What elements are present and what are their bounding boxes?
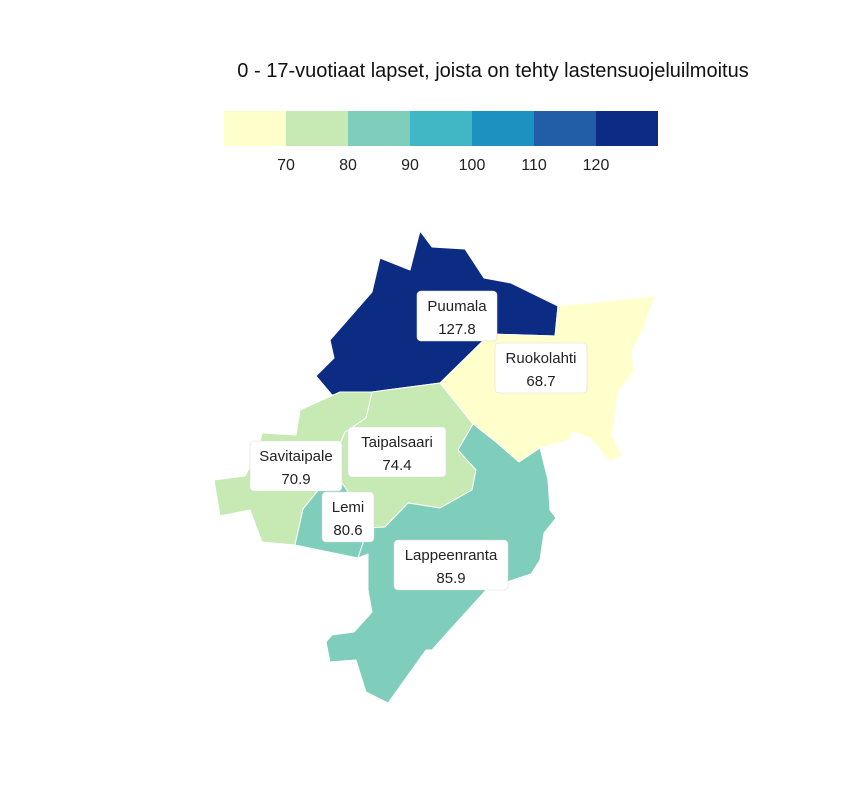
legend-swatch	[286, 111, 348, 146]
labels-layer: Puumala 127.8 Ruokolahti 68.7 Taipalsaari 74.…	[249, 290, 588, 591]
region-value: 85.9	[436, 570, 465, 587]
region-value: 80.6	[333, 522, 362, 539]
region-name: Puumala	[427, 298, 487, 315]
region-name: Lappeenranta	[405, 547, 498, 564]
label-box	[416, 290, 498, 342]
region-name: Savitaipale	[259, 448, 332, 465]
legend-tick-label: 80	[339, 157, 357, 174]
region-name: Taipalsaari	[361, 434, 433, 451]
label-box	[249, 440, 343, 492]
legend-swatch	[596, 111, 658, 146]
region-label-lemi: Lemi 80.6	[321, 491, 375, 543]
label-box	[494, 342, 588, 394]
map-title: 0 - 17-vuotiaat lapset, joista on tehty …	[237, 60, 748, 82]
label-box	[321, 491, 375, 543]
legend-tick-label: 70	[277, 157, 295, 174]
legend: 70 80 90 100 110 120	[224, 111, 658, 174]
region-value: 74.4	[382, 457, 411, 474]
region-value: 68.7	[526, 373, 555, 390]
legend-swatch	[224, 111, 286, 146]
region-value: 127.8	[438, 321, 476, 338]
region-label-ruokolahti: Ruokolahti 68.7	[494, 342, 588, 394]
legend-swatch	[410, 111, 472, 146]
region-label-puumala: Puumala 127.8	[416, 290, 498, 342]
region-label-taipalsaari: Taipalsaari 74.4	[347, 426, 447, 478]
legend-tick-label: 110	[521, 157, 547, 174]
region-label-savitaipale: Savitaipale 70.9	[249, 440, 343, 492]
region-name: Ruokolahti	[506, 350, 577, 367]
region-name: Lemi	[332, 499, 365, 516]
region-label-lappeenranta: Lappeenranta 85.9	[393, 539, 509, 591]
legend-swatch	[348, 111, 410, 146]
legend-swatch	[534, 111, 596, 146]
legend-tick-label: 100	[459, 157, 486, 174]
label-box	[393, 539, 509, 591]
legend-swatch	[472, 111, 534, 146]
legend-tick-label: 120	[583, 157, 610, 174]
region-value: 70.9	[281, 471, 310, 488]
legend-tick-label: 90	[401, 157, 419, 174]
label-box	[347, 426, 447, 478]
